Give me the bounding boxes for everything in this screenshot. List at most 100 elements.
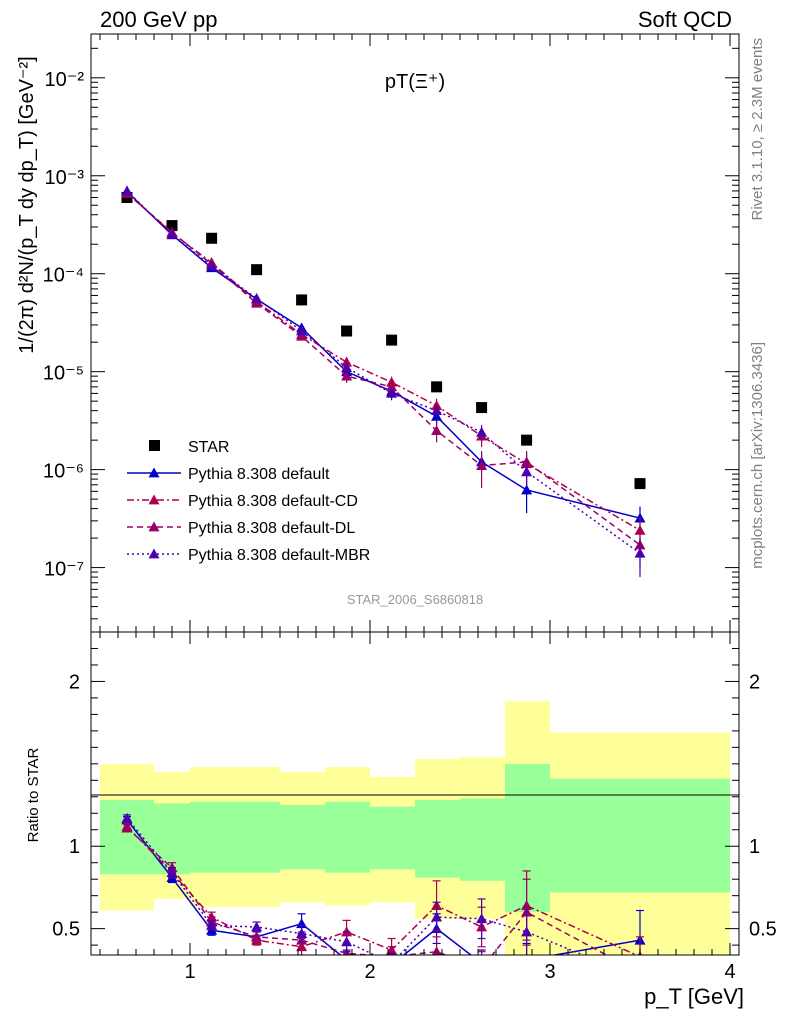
dl-ratio-marker	[121, 822, 133, 833]
ratio-band-inner	[235, 801, 280, 873]
default-ratio-marker	[476, 958, 487, 968]
mbr-ratio-marker	[431, 911, 443, 922]
default-ratio-marker	[386, 959, 397, 969]
y-tick-label: 10⁻³	[45, 167, 85, 189]
dl-ratio-line	[126, 827, 608, 955]
mbr-marker	[634, 547, 646, 558]
mbr-marker	[476, 426, 488, 437]
side-label-rivet: Rivet 3.1.10, ≥ 2.3M events	[749, 38, 766, 221]
dl-ratio-marker	[476, 963, 487, 973]
ratio-band-inner	[505, 763, 550, 913]
y-tick-label: 10⁻²	[45, 69, 85, 91]
mbr-marker	[431, 405, 443, 416]
main-plot-area	[121, 185, 646, 578]
mbr-ratio-marker	[476, 913, 488, 924]
mbr-ratio-marker	[251, 921, 263, 932]
mbr-ratio-marker	[296, 928, 308, 938]
y-tick-label: 10⁻⁶	[43, 461, 84, 483]
main-ticks	[91, 34, 739, 632]
y-tick-label: 10⁻⁴	[43, 265, 84, 287]
star-data-point	[341, 325, 353, 337]
mbr-line	[126, 190, 641, 554]
legend: STAR Pythia 8.308 default Pythia 8.308 def…	[127, 439, 370, 564]
star-data-point	[296, 294, 308, 306]
y-tick-label: 10⁻⁷	[44, 559, 84, 581]
ratio-band-inner	[325, 801, 370, 873]
ratio-y-tick-label-left: 0.5	[52, 919, 80, 941]
dl-marker	[341, 370, 353, 381]
ratio-y-tick-label-right: 0.5	[749, 919, 777, 941]
dl-marker	[476, 460, 488, 470]
watermark: STAR_2006_S6860818	[347, 592, 483, 607]
default-ratio-marker	[526, 954, 527, 955]
mbr-marker	[206, 260, 218, 271]
cd-marker	[341, 356, 353, 367]
ratio-ylabel: Ratio to STAR	[25, 747, 42, 842]
ratio-y-tick-label-left: 1	[69, 836, 80, 858]
default-ratio-line	[126, 819, 641, 955]
mbr-marker	[341, 362, 353, 373]
ratio-band-inner	[100, 800, 154, 875]
default-ratio-marker	[346, 954, 347, 955]
ratio-band-inner	[550, 778, 730, 893]
dl-marker	[296, 330, 308, 341]
cd-ratio-line	[126, 825, 639, 955]
mbr-ratio-marker	[206, 919, 218, 930]
ratio-y-tick-label-left: 2	[69, 671, 80, 693]
ratio-band-inner	[370, 806, 415, 870]
ratio-y-tick-label-right: 1	[749, 836, 760, 858]
mbr-marker	[251, 292, 263, 303]
ratio-band-inner	[460, 798, 505, 881]
legend-label-mbr: Pythia 8.308 default-MBR	[188, 547, 370, 564]
legend-label-dl: Pythia 8.308 default-DL	[188, 520, 355, 537]
mbr-marker	[296, 325, 308, 336]
x-tick-label: 2	[364, 961, 375, 983]
ratio-plot-area	[121, 812, 646, 983]
star-data-point	[476, 402, 488, 414]
legend-label-star: STAR	[188, 439, 229, 456]
x-tick-label: 3	[544, 961, 555, 983]
y-tick-label: 10⁻⁵	[43, 363, 84, 385]
legend-marker-mbr	[148, 548, 160, 559]
mbr-ratio-marker	[521, 926, 533, 937]
mbr-marker	[521, 466, 533, 477]
mbr-marker	[386, 387, 398, 398]
ratio-series-group	[121, 812, 646, 983]
side-label-mcplots: mcplots.cern.ch [arXiv:1306.3436]	[749, 342, 766, 569]
ratio-frame	[90, 631, 740, 956]
dl-marker	[431, 425, 443, 436]
x-tick-label: 4	[724, 961, 735, 983]
star-data-point	[521, 434, 533, 446]
mbr-ratio-marker	[386, 958, 397, 968]
star-data-point	[634, 478, 646, 490]
mbr-marker	[166, 229, 178, 240]
ratio-ticks	[91, 632, 739, 955]
main-ylabel: 1/(2π) d²N/(p_T dy dp_T) [GeV⁻²]	[16, 56, 38, 353]
dl-ratio-marker	[251, 931, 263, 942]
dl-ratio-marker	[431, 946, 442, 955]
main-frame	[90, 33, 740, 633]
legend-label-default: Pythia 8.308 default	[188, 466, 330, 483]
main-series-group	[121, 185, 646, 578]
star-data-point	[166, 220, 178, 232]
legend-marker-star	[149, 440, 160, 451]
main-panel: 10⁻⁷ 10⁻⁶ 10⁻⁵ 10⁻⁴ 10⁻³ 10⁻² pT(Ξ⁺) STAR_200…	[16, 33, 740, 633]
header-right: Soft QCD	[638, 7, 732, 32]
star-data-point	[431, 381, 443, 393]
x-tick-label: 1	[184, 961, 195, 983]
mbr-ratio-marker	[121, 812, 133, 823]
legend-label-cd: Pythia 8.308 default-CD	[188, 493, 358, 510]
ratio-band-inner	[280, 805, 325, 870]
star-data-point	[206, 232, 218, 244]
star-data-point	[251, 264, 263, 276]
ratio-xlabel: p_T [GeV]	[644, 984, 744, 1009]
dl-marker	[386, 381, 398, 392]
ratio-band-inner	[415, 800, 460, 878]
legend-marker-cd	[148, 494, 160, 505]
cd-marker	[634, 524, 646, 535]
legend-marker-dl	[148, 521, 160, 532]
default-marker	[521, 484, 533, 495]
main-tick-labels: 10⁻⁷ 10⁻⁶ 10⁻⁵ 10⁻⁴ 10⁻³ 10⁻²	[43, 69, 85, 581]
mbr-ratio-marker	[635, 973, 646, 983]
